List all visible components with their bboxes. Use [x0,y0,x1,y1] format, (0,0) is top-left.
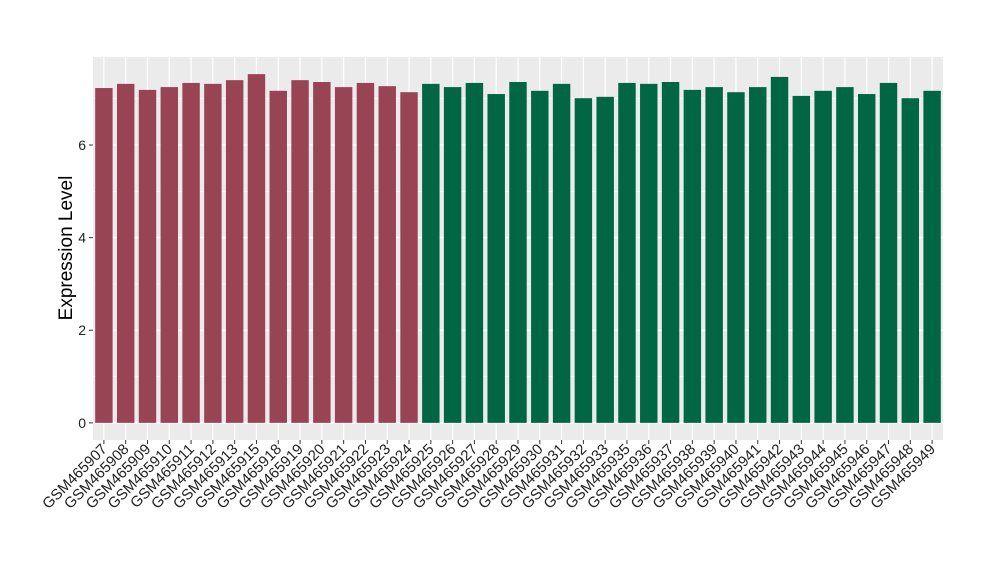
y-axis-label: Expression Level [56,176,77,321]
bar [727,92,745,423]
bar [792,95,811,423]
bar [531,90,549,423]
bar [138,89,157,423]
bar [683,89,702,423]
bar [836,87,854,423]
bar [291,80,309,423]
bar [313,82,331,423]
bar [422,83,440,423]
bar [552,83,571,423]
bar [443,87,462,423]
bar [204,83,222,423]
bar [95,88,113,423]
bar [770,76,789,423]
bar [487,94,505,423]
bar [225,80,244,423]
y-tick-label: 0 [78,415,86,431]
bar [182,82,200,423]
bar [618,82,636,423]
bar [334,87,353,423]
bar [749,87,767,423]
y-tick-label: 4 [78,230,86,246]
bar [596,96,614,423]
bar [269,90,287,423]
bar [378,86,396,423]
bar [661,82,680,423]
bar [574,98,593,423]
bar [465,82,484,423]
bar [879,82,898,423]
bar [640,83,658,423]
bar [400,92,418,423]
bar [509,82,527,423]
y-tick-label: 2 [78,322,86,338]
bar [705,87,723,423]
bar [814,90,832,423]
bar [116,83,135,423]
bar [160,87,178,423]
bar [858,94,876,423]
y-tick-label: 6 [78,137,86,153]
bar [356,82,375,423]
bar [901,98,920,423]
bar [923,90,941,423]
bar [247,74,266,423]
